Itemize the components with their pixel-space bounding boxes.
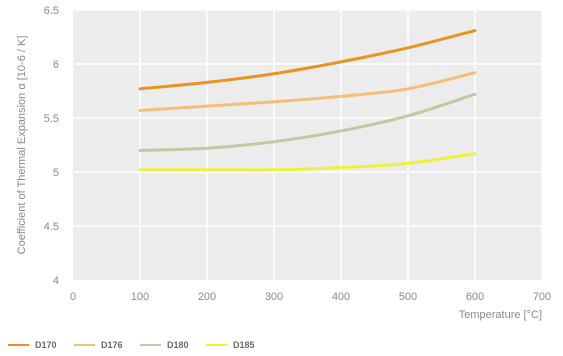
- y-tick-label: 5.5: [44, 113, 59, 125]
- series-line-d176: [138, 71, 477, 112]
- series-line-d180: [138, 92, 477, 152]
- x-tick-label: 700: [533, 291, 551, 303]
- x-tick-label: 0: [70, 291, 76, 303]
- y-tick-label: 6.5: [44, 5, 59, 17]
- y-axis-ticks: 4 4.5 5 5.5 6 6.5: [44, 5, 59, 287]
- grid: [73, 9, 543, 280]
- legend-label-d170: D170: [35, 340, 57, 350]
- plot-area: [73, 10, 542, 280]
- legend-label-d176: D176: [101, 340, 123, 350]
- x-tick-label: 600: [466, 291, 484, 303]
- legend-label-d180: D180: [167, 340, 189, 350]
- series-line-d185: [138, 152, 477, 172]
- legend: D170 D176 D180 D185: [8, 340, 255, 350]
- y-tick-label: 4.5: [44, 221, 59, 233]
- y-axis-title: Coefficient of Thermal Expansion α [10-6…: [16, 36, 28, 255]
- x-tick-label: 300: [265, 291, 283, 303]
- x-axis-title: Temperature [°C]: [459, 309, 542, 321]
- x-tick-label: 400: [332, 291, 350, 303]
- x-tick-label: 200: [198, 291, 216, 303]
- legend-label-d185: D185: [233, 340, 255, 350]
- series-lines: [138, 29, 477, 172]
- y-tick-label: 4: [53, 275, 59, 287]
- y-tick-label: 6: [53, 59, 59, 71]
- x-axis-ticks: 0 100 200 300 400 500 600 700: [70, 291, 551, 303]
- series-line-d170: [138, 29, 477, 91]
- x-tick-label: 100: [131, 291, 149, 303]
- y-tick-label: 5: [53, 167, 59, 179]
- x-tick-label: 500: [399, 291, 417, 303]
